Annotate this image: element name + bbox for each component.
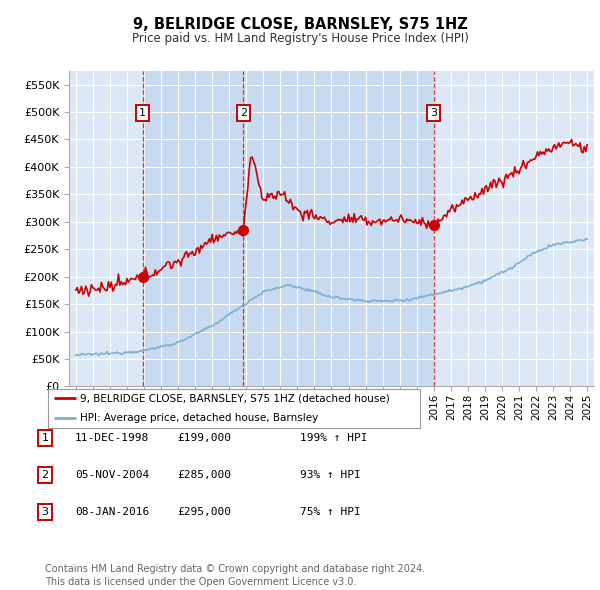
Text: 3: 3 [41,507,49,517]
Text: Contains HM Land Registry data © Crown copyright and database right 2024.
This d: Contains HM Land Registry data © Crown c… [45,564,425,587]
Text: 9, BELRIDGE CLOSE, BARNSLEY, S75 1HZ: 9, BELRIDGE CLOSE, BARNSLEY, S75 1HZ [133,17,467,31]
Text: 08-JAN-2016: 08-JAN-2016 [75,507,149,517]
Text: Price paid vs. HM Land Registry's House Price Index (HPI): Price paid vs. HM Land Registry's House … [131,32,469,45]
Text: 93% ↑ HPI: 93% ↑ HPI [300,470,361,480]
Text: 05-NOV-2004: 05-NOV-2004 [75,470,149,480]
Text: 2: 2 [41,470,49,480]
Text: 199% ↑ HPI: 199% ↑ HPI [300,433,367,442]
Text: £199,000: £199,000 [177,433,231,442]
Text: 11-DEC-1998: 11-DEC-1998 [75,433,149,442]
Text: 75% ↑ HPI: 75% ↑ HPI [300,507,361,517]
Text: £295,000: £295,000 [177,507,231,517]
Text: 3: 3 [430,108,437,118]
Text: £285,000: £285,000 [177,470,231,480]
Text: 1: 1 [41,433,49,442]
Text: 9, BELRIDGE CLOSE, BARNSLEY, S75 1HZ (detached house): 9, BELRIDGE CLOSE, BARNSLEY, S75 1HZ (de… [80,393,389,403]
Text: 1: 1 [139,108,146,118]
Bar [244,71,434,386]
Text: HPI: Average price, detached house, Barnsley: HPI: Average price, detached house, Barn… [80,414,318,424]
Text: 2: 2 [240,108,247,118]
Bar [143,71,244,386]
